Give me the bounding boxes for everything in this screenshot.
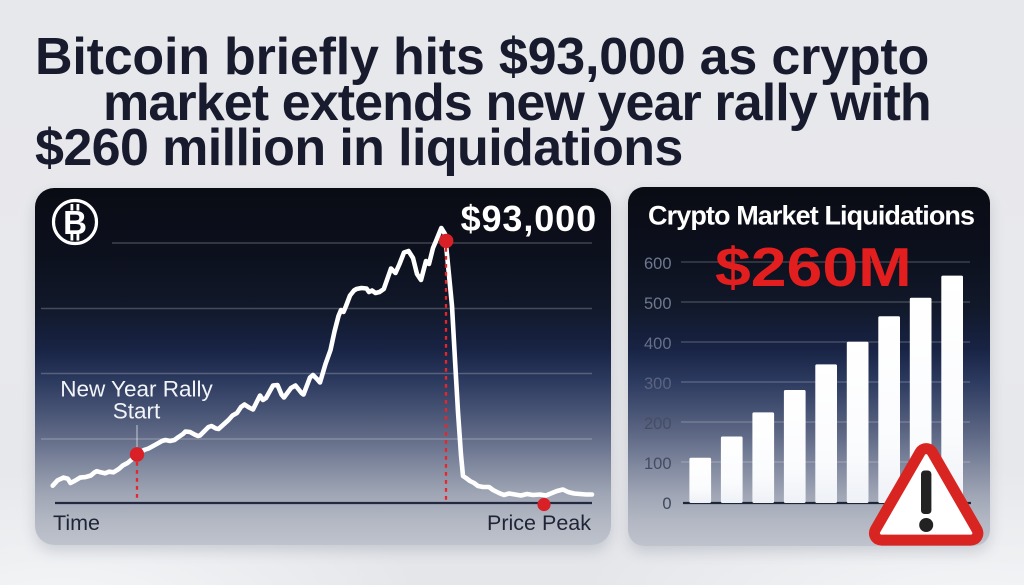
svg-text:Time: Time — [53, 511, 100, 535]
svg-text:300: 300 — [644, 375, 672, 393]
svg-text:Crypto Market Liquidations: Crypto Market Liquidations — [648, 200, 974, 230]
svg-text:500: 500 — [644, 295, 672, 313]
svg-text:100: 100 — [644, 455, 672, 473]
svg-text:New Year Rally: New Year Rally — [60, 377, 213, 402]
svg-text:$93,000: $93,000 — [461, 198, 597, 239]
svg-text:600: 600 — [644, 255, 672, 273]
svg-text:0: 0 — [662, 495, 671, 513]
svg-text:B: B — [63, 204, 87, 241]
svg-text:Start: Start — [113, 398, 161, 423]
svg-text:200: 200 — [644, 415, 672, 433]
svg-text:$260M: $260M — [715, 236, 912, 298]
svg-text:Price Peak: Price Peak — [487, 511, 591, 535]
svg-text:400: 400 — [644, 335, 672, 353]
